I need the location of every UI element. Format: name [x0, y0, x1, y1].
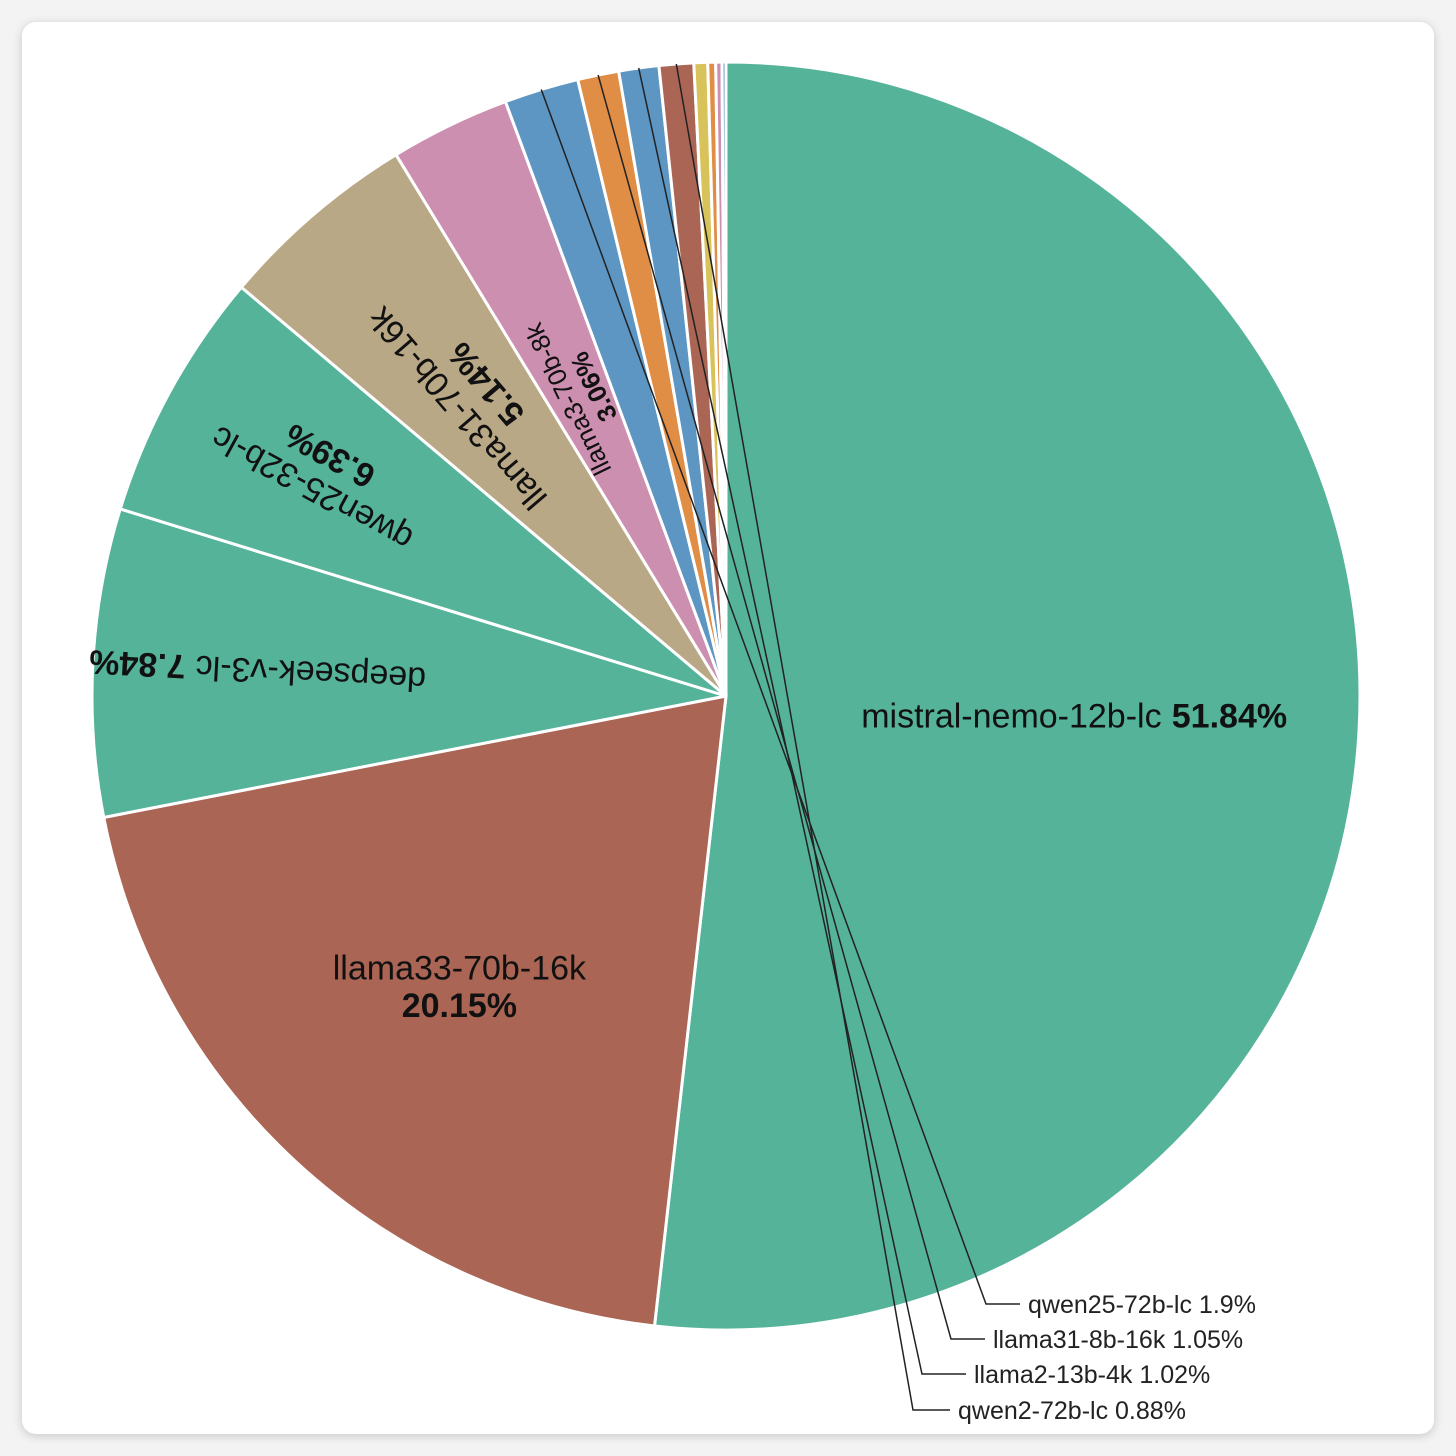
callout-line-qwen2-72b-lc: [675, 63, 950, 1411]
callout-label-qwen25-72b-lc: qwen25-72b-lc 1.9%: [1028, 1291, 1256, 1319]
slice-unlabeled-13: [720, 60, 728, 697]
callout-line-llama2-13b-4k: [637, 67, 966, 1375]
slice-llama31-70b-16k: [239, 152, 728, 698]
slice-label-deepseek-v3-lc: deepseek-v3-lc7.84%: [88, 642, 427, 698]
callout-label-qwen2-72b-lc: qwen2-72b-lc 0.88%: [958, 1397, 1186, 1425]
slice-label-mistral-nemo-12b-lc: mistral-nemo-12b-lc 51.84%: [861, 698, 1287, 736]
callout-label-llama31-8b-16k: llama31-8b-16k 1.05%: [993, 1326, 1243, 1354]
callout-line-llama31-8b-16k: [597, 74, 985, 1340]
slice-mistral-nemo-12b-lc: [652, 60, 1362, 1332]
callout-label-llama2-13b-4k: llama2-13b-4k 1.02%: [974, 1361, 1210, 1389]
slice-label-llama33-70b-16k: llama33-70b-16k 20.15%: [333, 950, 587, 1025]
callout-line-qwen25-72b-lc: [540, 89, 1020, 1305]
slice-qwen25-32b-lc: [118, 285, 727, 698]
pie-callouts: qwen25-72b-lc 1.9% llama31-8b-16k 1.05% ll…: [540, 63, 1256, 1425]
pie-slices: [90, 60, 1362, 1332]
slice-deepseek-v3-lc: [90, 507, 727, 820]
slice-llama33-70b-16k: [101, 694, 728, 1328]
